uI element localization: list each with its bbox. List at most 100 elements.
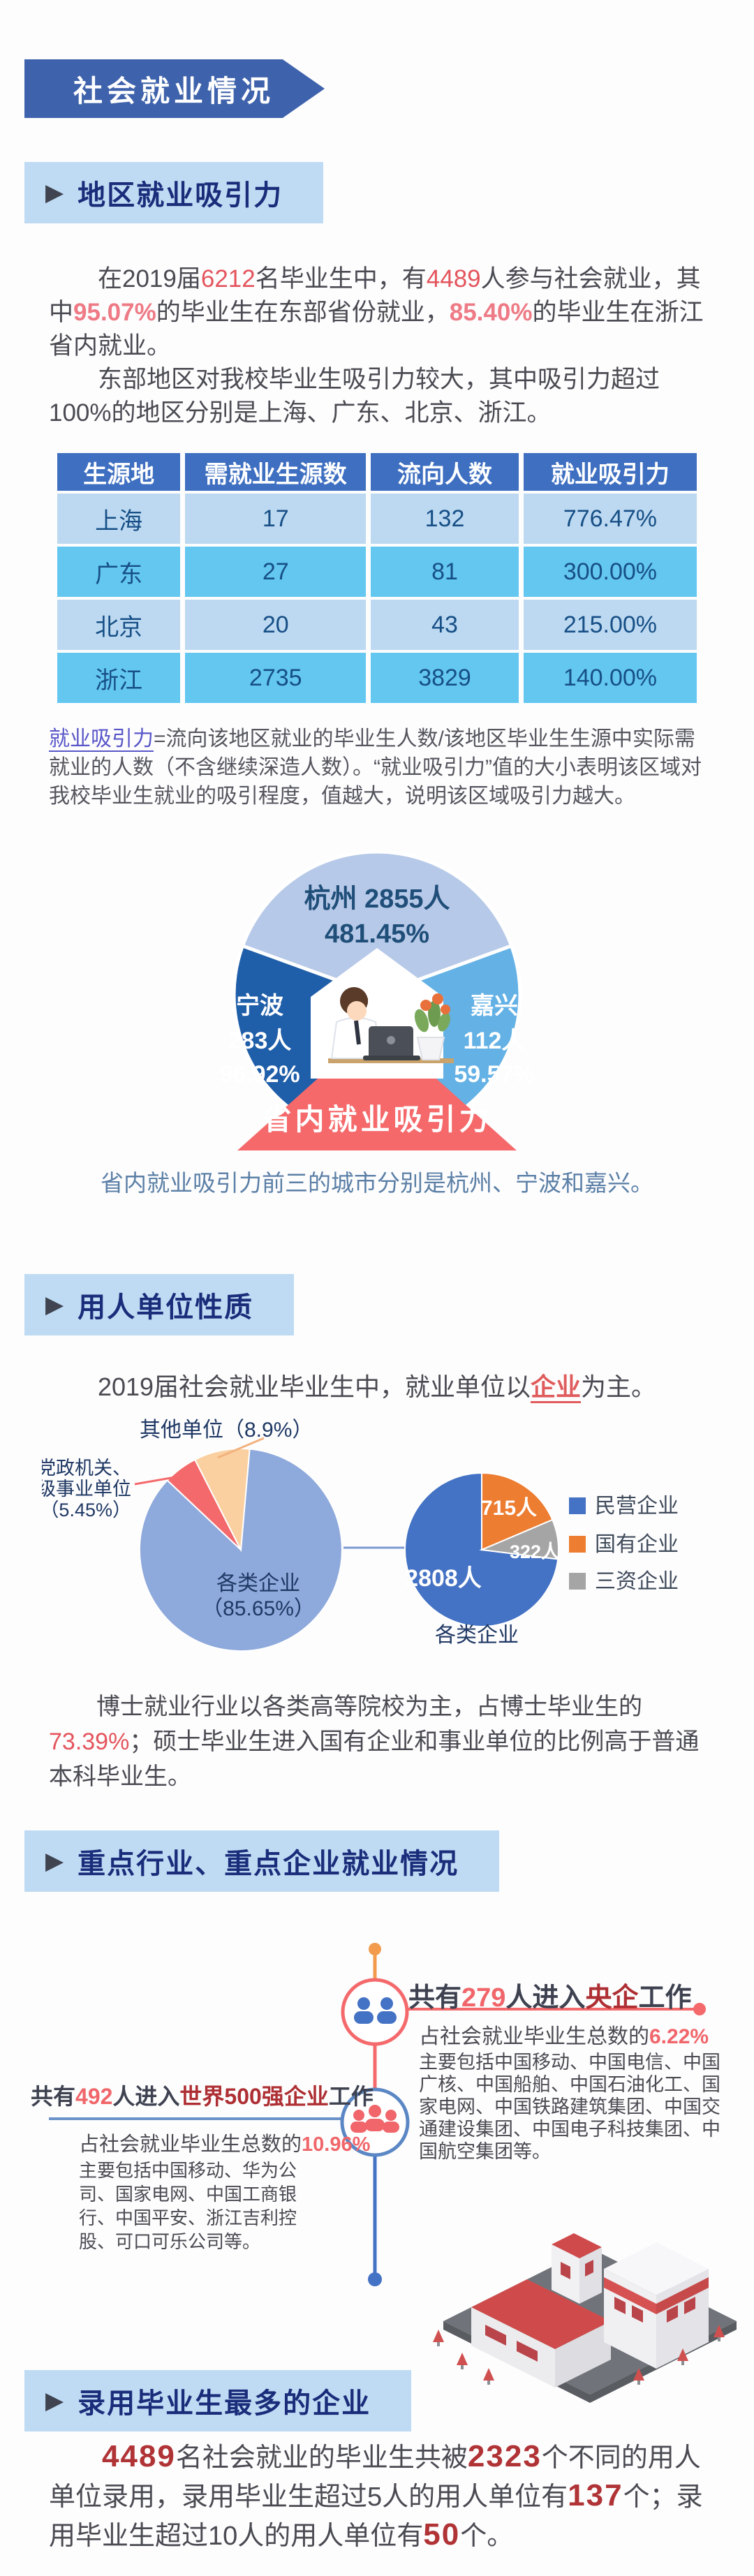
soe-count-label: 715人 [481,1497,537,1520]
wheel-caption: 省内就业吸引力前三的城市分别是杭州、宁波和嘉兴。 [101,1170,653,1196]
table-cell: 3829 [371,653,519,703]
table-row: 北京 20 43 215.00% [57,600,697,650]
slice-other [193,1448,251,1553]
hangzhou-label: 杭州 2855人 [304,884,450,914]
table-cell: 浙江 [57,653,181,703]
pie2-axis-label: 各类企业 [435,1624,519,1647]
note-term: 就业吸引力 [49,727,154,752]
gov-label-line1: 党政机关、 [42,1458,131,1479]
ningbo-pct: 96.92% [219,1061,300,1088]
section-header-region-attractiveness: ▶ 地区就业吸引力 [24,162,324,223]
section-header-key-industries: ▶ 重点行业、重点企业就业情况 [24,1830,500,1892]
table-header-cell: 需就业生源数 [185,453,367,491]
section-title: 重点行业、重点企业就业情况 [77,1849,459,1879]
central-enterprise-body: 主要包括中国移动、中国电信、中国广核、中国船舶、中国石油化工、国家电网、中国铁路… [419,2052,720,2162]
gov-label-line3: （5.45%） [42,1500,131,1520]
enterprise-label-line2: （85.65%） [202,1597,315,1620]
province-wheel-diagram: 杭州 2855人 481.45% 宁波 283人 96.92% 嘉兴 112人 … [219,850,535,1150]
table-row: 上海 17 132 776.47% [57,494,697,544]
jiaxing-pct: 59.57% [454,1061,534,1088]
ningbo-count: 283人 [228,1028,292,1054]
table-header-row: 生源地 需就业生源数 流向人数 就业吸引力 [57,453,697,491]
table-row: 广东 27 81 300.00% [57,547,697,597]
fortune500-title: 共有492人进入世界500强企业工作 [31,2084,374,2109]
employer-pie-charts: 其他单位（8.9%） 党政机关、 各级事业单位 （5.45%） 各类企业 （85… [42,1419,679,1652]
east-region-sentence: 东部地区对我校毕业生吸引力较大，其中吸引力超过100%的地区分别是上海、广东、北… [49,366,660,427]
slice-foreign [479,1518,559,1560]
foreign-count-label: 322人 [510,1541,560,1562]
table-cell: 20 [185,600,367,650]
legend-swatch-private [569,1497,586,1514]
overview-paragraph: 在2019届6212名毕业生中，有4489人参与社会就业，其中95.07%的毕业… [49,262,708,430]
fortune500-body: 主要包括中国移动、华为公司、国家电网、中国工商银行、中国平安、浙江吉利控股、可口… [79,2160,297,2252]
triangle-marker-icon: ▶ [45,1848,64,1874]
person-illustration [328,987,454,1063]
enterprise-emphasis: 企业 [531,1372,582,1403]
central-enterprise-node-icon [341,1978,409,2046]
table-cell: 215.00% [523,600,697,650]
legend-label-foreign: 三资企业 [595,1570,679,1593]
wheel-banner-label: 省内就业吸引力 [262,1103,491,1136]
central-enterprise-subtitle: 占社会就业毕业生总数的6.22% [419,2025,709,2048]
page-title-banner: 社会就业情况 [24,59,325,118]
section-title: 用人单位性质 [77,1292,254,1323]
triangle-marker-icon: ▶ [45,179,64,206]
attractiveness-table: 生源地 需就业生源数 流向人数 就业吸引力 上海 17 132 776.47% … [52,450,702,706]
gov-label-line2: 各级事业单位 [42,1479,131,1500]
hangzhou-pct: 481.45% [325,919,429,949]
section-header-top-recruiters: ▶ 录用毕业生最多的企业 [24,2370,412,2431]
sector-hangzhou [240,850,514,997]
table-cell: 132 [371,494,519,544]
phd-paragraph: 博士就业行业以各类高等院校为主，占博士毕业生的73.39%；硕士毕业生进入国有企… [49,1694,700,1790]
page-title: 社会就业情况 [73,74,275,108]
enterprise-label-line1: 各类企业 [216,1572,300,1595]
tree-icons [433,2325,725,2385]
table-cell: 776.47% [523,494,697,544]
legend-label-private: 民营企业 [595,1495,679,1518]
table-cell: 27 [185,547,367,597]
company-buildings-illustration [433,2233,737,2403]
table-cell: 广东 [57,547,181,597]
section-title: 地区就业吸引力 [77,180,283,211]
recruit-paragraph: 4489名社会就业的毕业生共被2323个不同的用人单位录用，录用毕业生超过5人的… [49,2439,703,2552]
triangle-marker-icon: ▶ [45,1291,64,1318]
timeline-graphic [49,1943,737,2403]
table-cell: 北京 [57,600,181,650]
gov-leader-line [134,1474,184,1486]
table-cell: 140.00% [523,653,697,703]
ningbo-label: 宁波 [236,993,283,1019]
table-header-cell: 生源地 [57,453,181,491]
note-body: =流向该地区就业的毕业生人数/该地区毕业生生源中实际需就业的人数（不含继续深造人… [49,727,702,808]
pie-legend: 民营企业 国有企业 三资企业 [569,1495,679,1593]
jiaxing-count: 112人 [464,1028,526,1054]
fortune500-node-icon [340,2087,410,2157]
legend-label-soe: 国有企业 [595,1533,679,1556]
attractiveness-note: 就业吸引力=流向该地区就业的毕业生人数/该地区毕业生生源中实际需就业的人数（不含… [49,725,712,810]
slice-state-owned [481,1472,554,1551]
overview-sentence: 在2019届6212名毕业生中，有4489人参与社会就业，其中95.07%的毕业… [49,265,704,360]
private-count-label: 2808人 [405,1565,482,1592]
central-rule-dot [693,2003,706,2015]
legend-swatch-foreign [569,1573,586,1590]
fortune500-subtitle: 占社会就业毕业生总数的10.96% [79,2133,371,2156]
wheel-banner-shape [237,1079,517,1150]
table-cell: 17 [185,494,367,544]
table-row: 浙江 2735 3829 140.00% [57,653,697,703]
table-cell: 2735 [185,653,367,703]
table-cell: 43 [371,600,519,650]
section-header-employer-nature: ▶ 用人单位性质 [24,1274,295,1335]
legend-swatch-soe [569,1536,586,1553]
table-cell: 上海 [57,494,181,544]
triangle-marker-icon: ▶ [45,2388,64,2414]
central-enterprise-title: 共有279人进入央企工作 [408,1983,692,2013]
table-header-cell: 就业吸引力 [523,453,697,491]
other-label: 其他单位（8.9%） [140,1419,313,1442]
employer-nature-intro: 2019届社会就业毕业生中，就业单位以企业为主。 [0,1367,754,1403]
timeline-end-dot [368,2272,382,2286]
table-cell: 300.00% [523,547,697,597]
jiaxing-label: 嘉兴 [471,993,518,1019]
other-leader-line [217,1437,265,1459]
table-header-cell: 流向人数 [371,453,519,491]
table-cell: 81 [371,547,519,597]
